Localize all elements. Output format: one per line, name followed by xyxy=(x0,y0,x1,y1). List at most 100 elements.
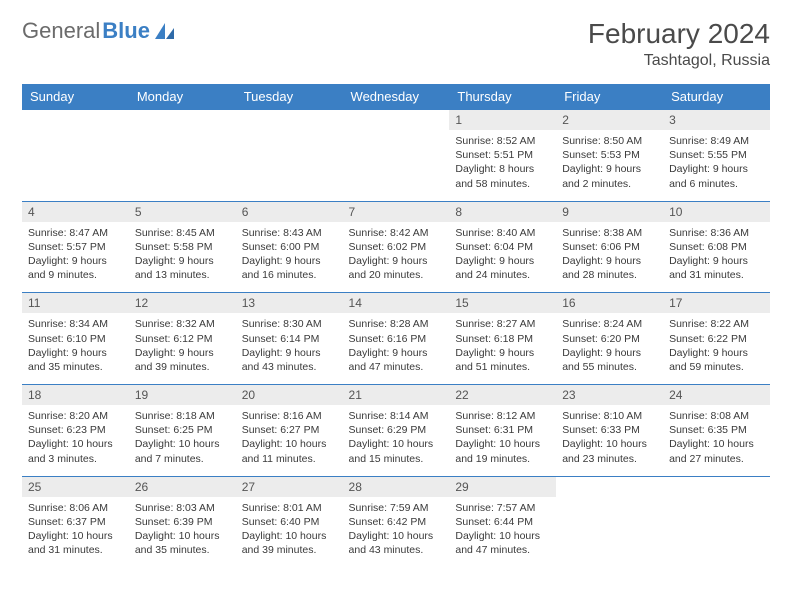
daylight-line: Daylight: 9 hours xyxy=(135,254,230,268)
sunset-line: Sunset: 6:23 PM xyxy=(28,423,123,437)
sunset-line: Sunset: 5:57 PM xyxy=(28,240,123,254)
daylight-line: and 20 minutes. xyxy=(349,268,444,282)
calendar-cell: 11Sunrise: 8:34 AMSunset: 6:10 PMDayligh… xyxy=(22,293,129,385)
day-details: Sunrise: 8:52 AMSunset: 5:51 PMDaylight:… xyxy=(449,130,556,201)
daylight-line: Daylight: 9 hours xyxy=(242,254,337,268)
daylight-line: Daylight: 9 hours xyxy=(669,162,764,176)
brand-part2: Blue xyxy=(102,18,150,44)
day-details: Sunrise: 8:16 AMSunset: 6:27 PMDaylight:… xyxy=(236,405,343,476)
sunset-line: Sunset: 6:35 PM xyxy=(669,423,764,437)
sail-icon xyxy=(154,22,176,40)
calendar-cell: 7Sunrise: 8:42 AMSunset: 6:02 PMDaylight… xyxy=(343,201,450,293)
day-details: Sunrise: 8:42 AMSunset: 6:02 PMDaylight:… xyxy=(343,222,450,293)
day-number: 11 xyxy=(22,293,129,313)
day-details: Sunrise: 7:57 AMSunset: 6:44 PMDaylight:… xyxy=(449,497,556,568)
sunrise-line: Sunrise: 8:03 AM xyxy=(135,501,230,515)
calendar-cell: 13Sunrise: 8:30 AMSunset: 6:14 PMDayligh… xyxy=(236,293,343,385)
day-number: 1 xyxy=(449,110,556,130)
sunset-line: Sunset: 6:00 PM xyxy=(242,240,337,254)
day-number: 19 xyxy=(129,385,236,405)
daylight-line: Daylight: 9 hours xyxy=(28,346,123,360)
daylight-line: Daylight: 9 hours xyxy=(28,254,123,268)
day-details: Sunrise: 8:27 AMSunset: 6:18 PMDaylight:… xyxy=(449,313,556,384)
calendar-cell: 19Sunrise: 8:18 AMSunset: 6:25 PMDayligh… xyxy=(129,385,236,477)
calendar-cell: 20Sunrise: 8:16 AMSunset: 6:27 PMDayligh… xyxy=(236,385,343,477)
sunrise-line: Sunrise: 8:24 AM xyxy=(562,317,657,331)
day-number: 16 xyxy=(556,293,663,313)
sunset-line: Sunset: 6:37 PM xyxy=(28,515,123,529)
day-number: 25 xyxy=(22,477,129,497)
sunset-line: Sunset: 6:12 PM xyxy=(135,332,230,346)
day-number: 12 xyxy=(129,293,236,313)
location: Tashtagol, Russia xyxy=(588,52,770,70)
day-details: Sunrise: 8:32 AMSunset: 6:12 PMDaylight:… xyxy=(129,313,236,384)
daylight-line: Daylight: 10 hours xyxy=(455,437,550,451)
calendar-cell: 4Sunrise: 8:47 AMSunset: 5:57 PMDaylight… xyxy=(22,201,129,293)
calendar-cell: 15Sunrise: 8:27 AMSunset: 6:18 PMDayligh… xyxy=(449,293,556,385)
calendar-cell: 17Sunrise: 8:22 AMSunset: 6:22 PMDayligh… xyxy=(663,293,770,385)
daylight-line: and 27 minutes. xyxy=(669,452,764,466)
day-number: 5 xyxy=(129,202,236,222)
day-number: 4 xyxy=(22,202,129,222)
weekday-header: Monday xyxy=(129,84,236,110)
sunset-line: Sunset: 6:02 PM xyxy=(349,240,444,254)
daylight-line: Daylight: 10 hours xyxy=(135,437,230,451)
calendar-cell: 27Sunrise: 8:01 AMSunset: 6:40 PMDayligh… xyxy=(236,476,343,567)
sunset-line: Sunset: 6:06 PM xyxy=(562,240,657,254)
daylight-line: and 13 minutes. xyxy=(135,268,230,282)
calendar-body: 1Sunrise: 8:52 AMSunset: 5:51 PMDaylight… xyxy=(22,110,770,568)
month-title: February 2024 xyxy=(588,18,770,50)
daylight-line: Daylight: 9 hours xyxy=(455,346,550,360)
sunrise-line: Sunrise: 8:16 AM xyxy=(242,409,337,423)
sunset-line: Sunset: 6:08 PM xyxy=(669,240,764,254)
day-details: Sunrise: 8:38 AMSunset: 6:06 PMDaylight:… xyxy=(556,222,663,293)
header: GeneralBlue February 2024 Tashtagol, Rus… xyxy=(22,18,770,70)
daylight-line: Daylight: 10 hours xyxy=(349,437,444,451)
day-number: 23 xyxy=(556,385,663,405)
daylight-line: Daylight: 10 hours xyxy=(455,529,550,543)
daylight-line: and 35 minutes. xyxy=(28,360,123,374)
daylight-line: and 24 minutes. xyxy=(455,268,550,282)
daylight-line: Daylight: 9 hours xyxy=(242,346,337,360)
daylight-line: and 43 minutes. xyxy=(242,360,337,374)
day-details: Sunrise: 8:06 AMSunset: 6:37 PMDaylight:… xyxy=(22,497,129,568)
calendar-header-row: SundayMondayTuesdayWednesdayThursdayFrid… xyxy=(22,84,770,110)
sunrise-line: Sunrise: 8:38 AM xyxy=(562,226,657,240)
daylight-line: and 11 minutes. xyxy=(242,452,337,466)
daylight-line: and 7 minutes. xyxy=(135,452,230,466)
sunrise-line: Sunrise: 8:14 AM xyxy=(349,409,444,423)
calendar-week-row: 1Sunrise: 8:52 AMSunset: 5:51 PMDaylight… xyxy=(22,110,770,202)
day-details: Sunrise: 8:24 AMSunset: 6:20 PMDaylight:… xyxy=(556,313,663,384)
day-number: 20 xyxy=(236,385,343,405)
day-details: Sunrise: 8:12 AMSunset: 6:31 PMDaylight:… xyxy=(449,405,556,476)
calendar-cell: 25Sunrise: 8:06 AMSunset: 6:37 PMDayligh… xyxy=(22,476,129,567)
day-number: 21 xyxy=(343,385,450,405)
daylight-line: and 31 minutes. xyxy=(28,543,123,557)
sunset-line: Sunset: 6:42 PM xyxy=(349,515,444,529)
sunrise-line: Sunrise: 7:57 AM xyxy=(455,501,550,515)
daylight-line: and 35 minutes. xyxy=(135,543,230,557)
day-number: 29 xyxy=(449,477,556,497)
sunrise-line: Sunrise: 8:18 AM xyxy=(135,409,230,423)
daylight-line: Daylight: 9 hours xyxy=(562,162,657,176)
weekday-header: Friday xyxy=(556,84,663,110)
calendar-cell: 24Sunrise: 8:08 AMSunset: 6:35 PMDayligh… xyxy=(663,385,770,477)
daylight-line: and 58 minutes. xyxy=(455,177,550,191)
daylight-line: Daylight: 10 hours xyxy=(242,529,337,543)
title-block: February 2024 Tashtagol, Russia xyxy=(588,18,770,70)
calendar-cell: 6Sunrise: 8:43 AMSunset: 6:00 PMDaylight… xyxy=(236,201,343,293)
calendar-cell: 5Sunrise: 8:45 AMSunset: 5:58 PMDaylight… xyxy=(129,201,236,293)
calendar-cell: 1Sunrise: 8:52 AMSunset: 5:51 PMDaylight… xyxy=(449,110,556,202)
daylight-line: and 39 minutes. xyxy=(242,543,337,557)
calendar-cell: 22Sunrise: 8:12 AMSunset: 6:31 PMDayligh… xyxy=(449,385,556,477)
sunrise-line: Sunrise: 7:59 AM xyxy=(349,501,444,515)
sunrise-line: Sunrise: 8:01 AM xyxy=(242,501,337,515)
day-number: 3 xyxy=(663,110,770,130)
calendar-cell: 9Sunrise: 8:38 AMSunset: 6:06 PMDaylight… xyxy=(556,201,663,293)
calendar-cell: 21Sunrise: 8:14 AMSunset: 6:29 PMDayligh… xyxy=(343,385,450,477)
daylight-line: Daylight: 9 hours xyxy=(562,254,657,268)
day-details: Sunrise: 8:45 AMSunset: 5:58 PMDaylight:… xyxy=(129,222,236,293)
sunrise-line: Sunrise: 8:45 AM xyxy=(135,226,230,240)
daylight-line: and 39 minutes. xyxy=(135,360,230,374)
sunset-line: Sunset: 6:31 PM xyxy=(455,423,550,437)
